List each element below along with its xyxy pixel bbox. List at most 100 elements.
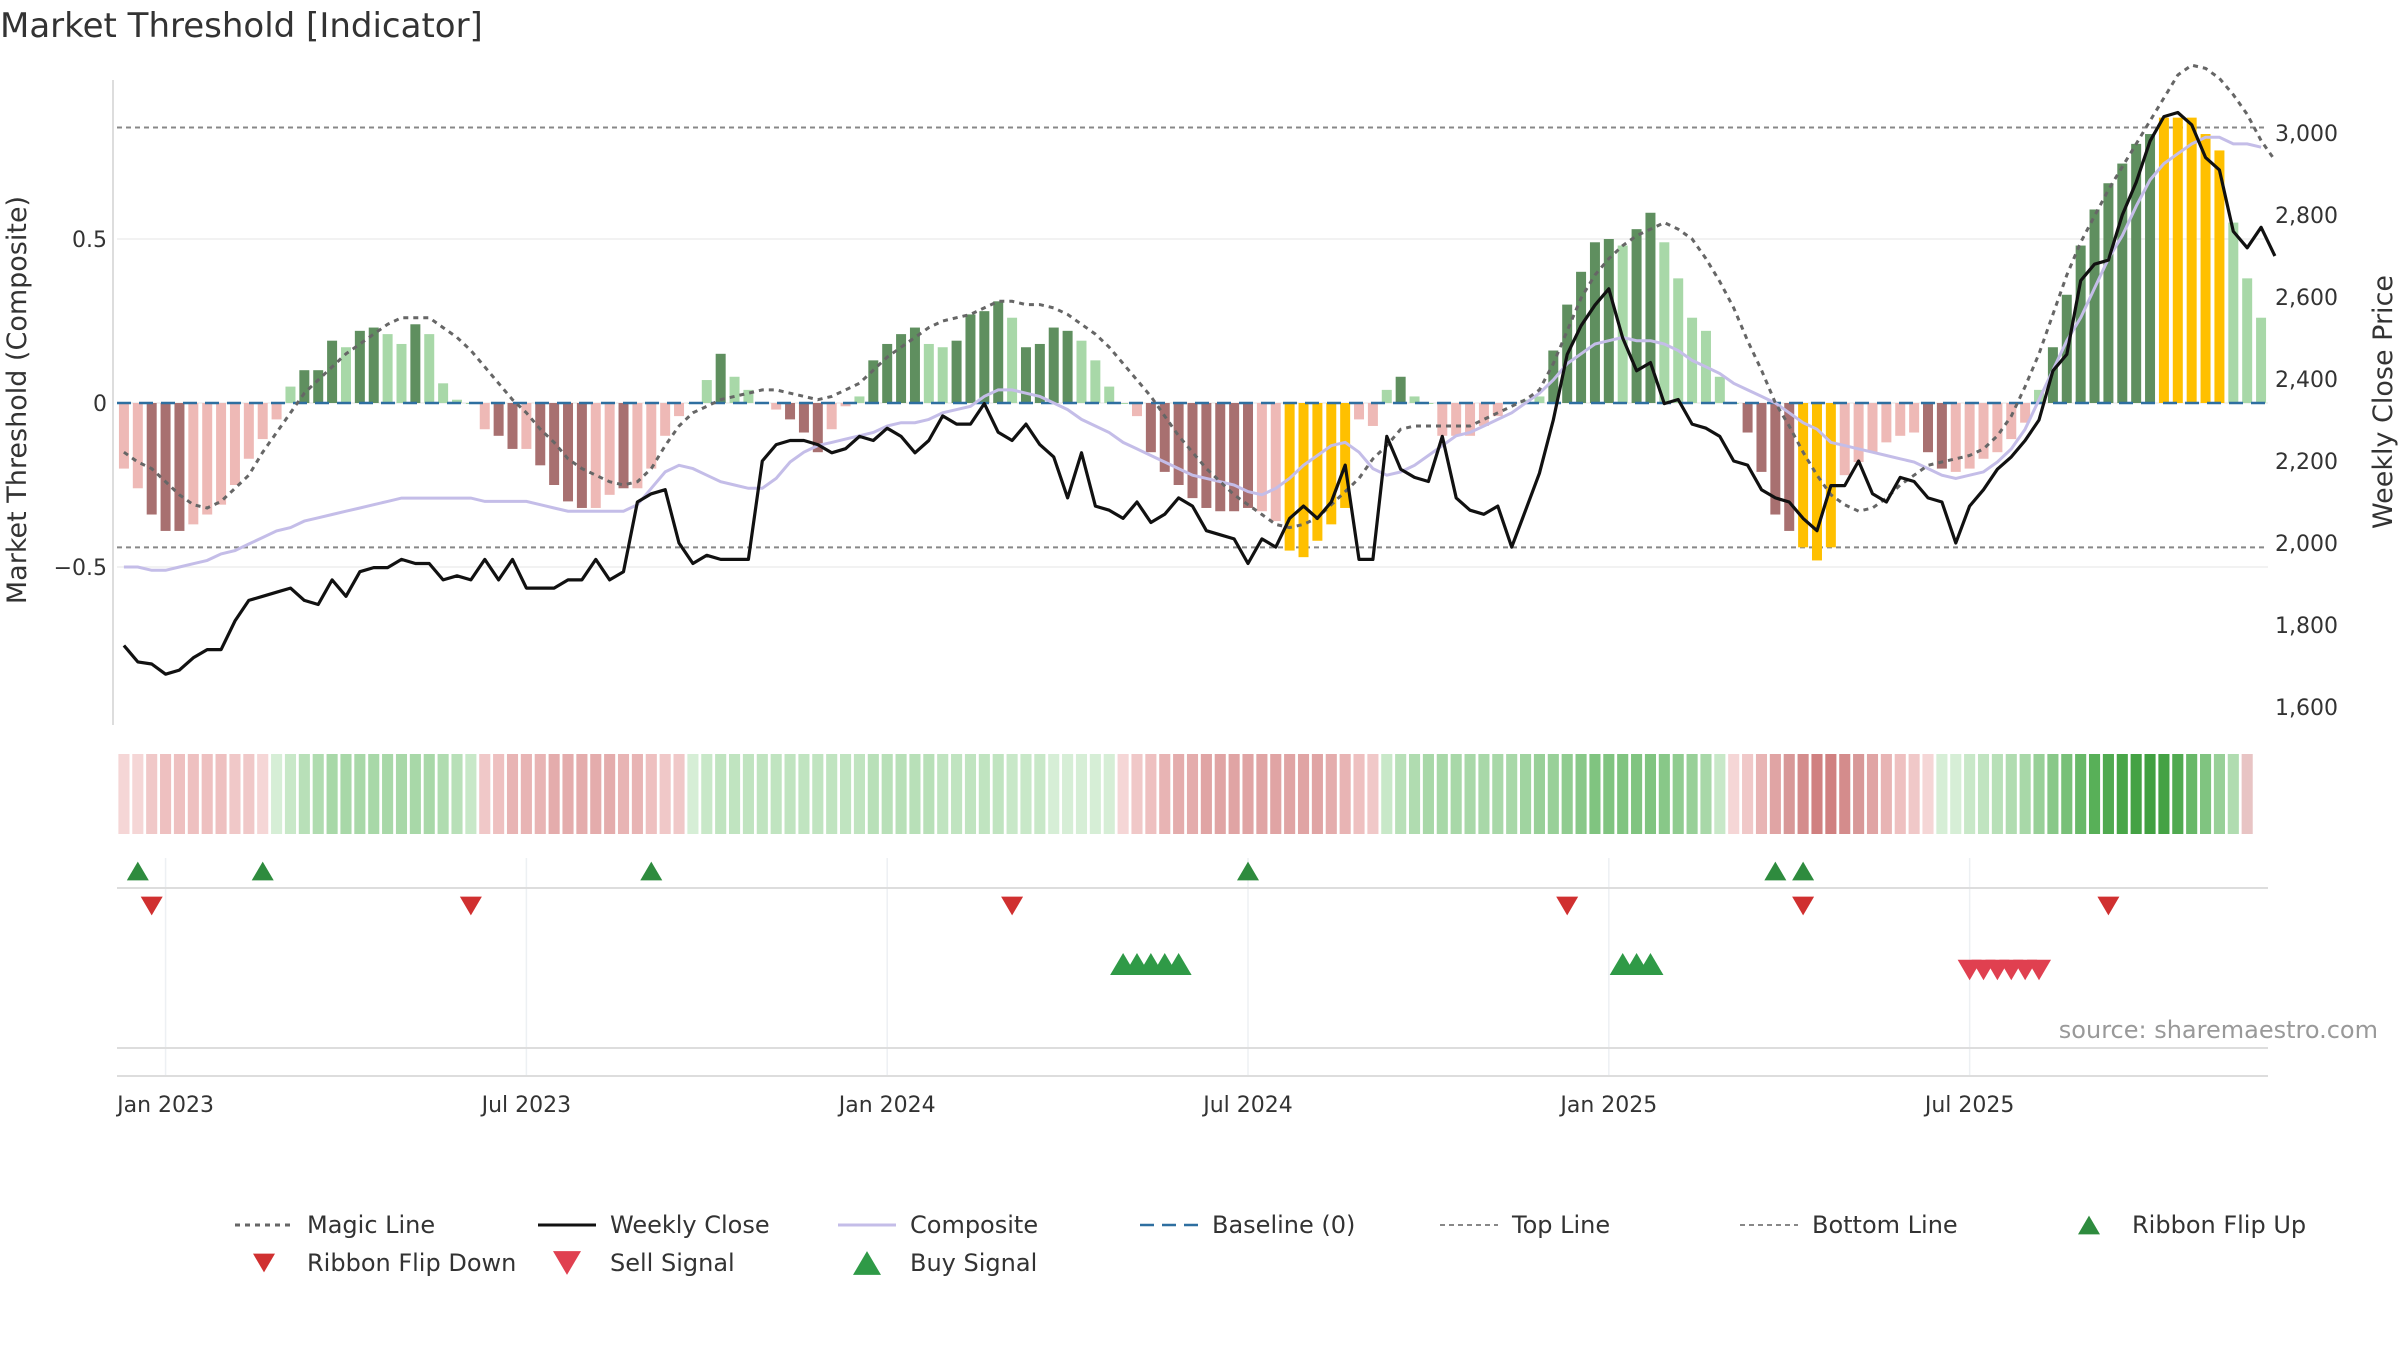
threshold-bar (2256, 317, 2267, 403)
ribbon-cell (1034, 754, 1046, 834)
threshold-bar (563, 403, 574, 502)
threshold-bar (1437, 403, 1448, 436)
threshold-bar (743, 389, 754, 403)
ribbon-cell (1145, 754, 1157, 834)
ribbon-cell (1159, 754, 1171, 834)
threshold-bar (1881, 403, 1892, 443)
threshold-bar (229, 403, 240, 485)
ribbon-cell (2005, 754, 2017, 834)
ribbon-cell (1644, 754, 1657, 834)
ribbon-cell (1866, 754, 1879, 834)
ribbon-cell (229, 754, 241, 834)
threshold-bar (1853, 403, 1864, 463)
legend-label: Baseline (0) (1212, 1211, 1355, 1239)
x-tick-label: Jan 2024 (837, 1093, 936, 1118)
right-axis-title: Weekly Close Price (2368, 275, 2399, 529)
ribbon-cell (1020, 754, 1032, 834)
threshold-bar (1909, 403, 1920, 433)
threshold-bar (521, 403, 532, 449)
ribbon-cell (1520, 754, 1532, 834)
threshold-bar (438, 383, 449, 403)
ribbon-cell (1242, 754, 1254, 834)
ribbon-cell (1395, 754, 1407, 834)
ribbon-cell (590, 754, 602, 834)
ribbon-cell (298, 754, 310, 834)
threshold-bar (2242, 278, 2253, 403)
threshold-bar (1326, 403, 1337, 525)
threshold-bar (493, 403, 504, 436)
sell-signal-marker (2027, 959, 2052, 981)
threshold-bar (507, 403, 518, 449)
ribbon-cell (1506, 754, 1518, 834)
threshold-bar (1992, 403, 2003, 453)
ribbon-flip-down-marker (459, 896, 482, 916)
ribbon-cell (1686, 754, 1698, 834)
ribbon-cell (2033, 754, 2045, 834)
threshold-bar (729, 376, 740, 403)
ribbon-cell (1478, 754, 1490, 834)
threshold-bar (1576, 271, 1587, 403)
threshold-bar (452, 399, 462, 403)
threshold-bar (1367, 403, 1378, 426)
threshold-bar (2228, 222, 2239, 403)
threshold-bar (188, 403, 199, 525)
threshold-bar (2131, 143, 2142, 403)
threshold-bar (840, 403, 851, 407)
legend-label: Top Line (1511, 1211, 1610, 1239)
threshold-bar (923, 343, 934, 403)
ribbon-flip-up-marker (1764, 861, 1787, 881)
left-tick-label: −0.5 (54, 556, 107, 581)
ribbon-cell (1617, 754, 1629, 834)
ribbon-cell (548, 754, 560, 834)
threshold-bar (576, 403, 587, 508)
threshold-bar (146, 403, 157, 515)
ribbon-cell (1311, 754, 1323, 834)
ribbon-cell (659, 754, 671, 834)
ribbon-flip-down-marker (1001, 896, 1024, 916)
threshold-bar (1631, 229, 1642, 403)
ribbon-cell (1922, 754, 1934, 834)
threshold-bar (590, 403, 601, 508)
threshold-bar (951, 340, 962, 403)
threshold-bar (785, 403, 796, 420)
ribbon-cell (1325, 754, 1337, 834)
threshold-bar (868, 360, 879, 403)
threshold-bar (1298, 403, 1309, 558)
threshold-bar (1978, 403, 1989, 459)
ribbon-cell (1339, 754, 1351, 834)
threshold-bar (1104, 386, 1115, 403)
threshold-bar (396, 343, 407, 403)
threshold-bar (715, 353, 726, 403)
threshold-bar (979, 311, 990, 403)
threshold-bar (2103, 183, 2114, 403)
ribbon-cell (1131, 754, 1143, 834)
threshold-bar (202, 403, 213, 515)
threshold-bar (2075, 245, 2086, 403)
ribbon-cell (2061, 754, 2073, 834)
ribbon-cell (812, 754, 824, 834)
threshold-bar (299, 370, 310, 403)
threshold-bar (1936, 403, 1947, 469)
right-tick-label: 1,600 (2275, 696, 2338, 721)
ribbon-cell (1672, 754, 1684, 834)
threshold-bar (1312, 403, 1323, 541)
threshold-bar (1159, 403, 1170, 472)
threshold-bar (2214, 150, 2225, 403)
threshold-bar (674, 403, 685, 417)
threshold-bar (604, 403, 615, 495)
threshold-bar (1714, 376, 1725, 403)
ribbon-cell (284, 754, 297, 834)
ribbon-cell (243, 754, 255, 834)
ribbon-cell (1270, 754, 1282, 834)
ribbon-cell (687, 754, 699, 834)
ribbon-cell (146, 754, 158, 834)
ribbon-cell (604, 754, 616, 834)
ribbon-cell (1755, 754, 1768, 834)
threshold-bar (216, 403, 227, 505)
threshold-bar (2172, 117, 2183, 403)
ribbon-cell (1589, 754, 1601, 834)
ribbon-cell (2144, 754, 2156, 834)
threshold-bar (2200, 134, 2211, 404)
ribbon-cell (465, 754, 477, 834)
legend-swatch-ribbon-flip-down (253, 1253, 275, 1273)
